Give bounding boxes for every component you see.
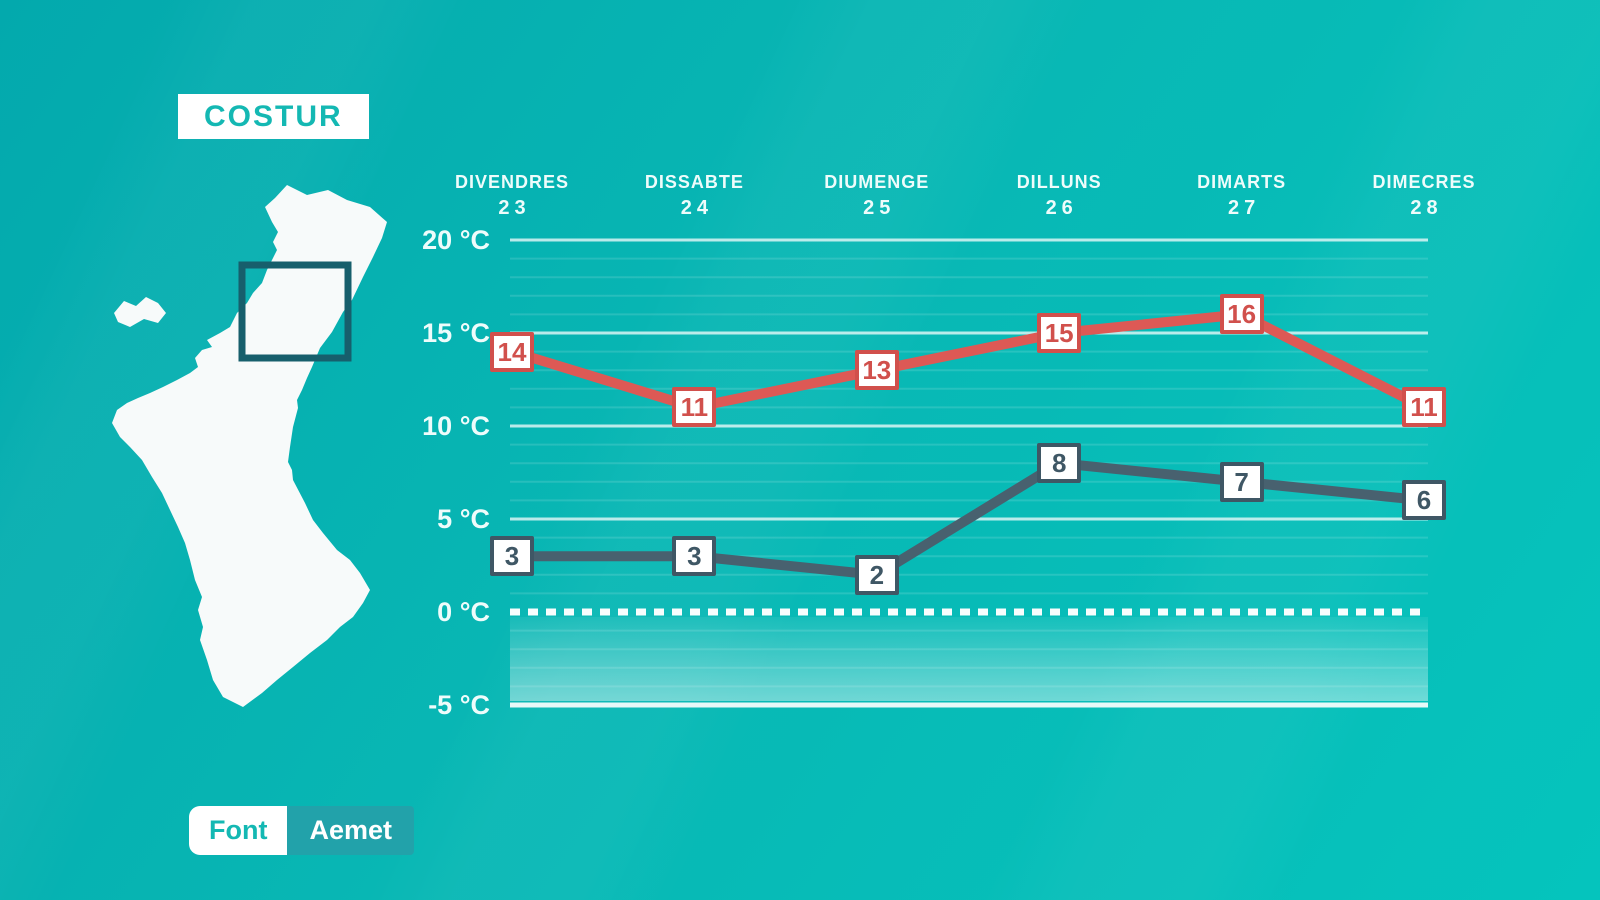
below-zero-shading	[510, 617, 1428, 701]
region-map-canvas	[112, 185, 387, 707]
min-temp-line	[507, 458, 1429, 580]
source-badge: Font Aemet	[189, 806, 415, 855]
map-highlight-box	[238, 261, 352, 362]
source-value: Aemet	[287, 806, 415, 855]
region-exclave	[114, 297, 166, 327]
max-temp-line	[507, 309, 1429, 413]
location-title-badge: COSTUR	[178, 94, 369, 139]
source-label: Font	[189, 806, 288, 855]
region-map	[100, 175, 390, 745]
region-silhouette	[112, 185, 387, 707]
location-title: COSTUR	[204, 99, 343, 133]
